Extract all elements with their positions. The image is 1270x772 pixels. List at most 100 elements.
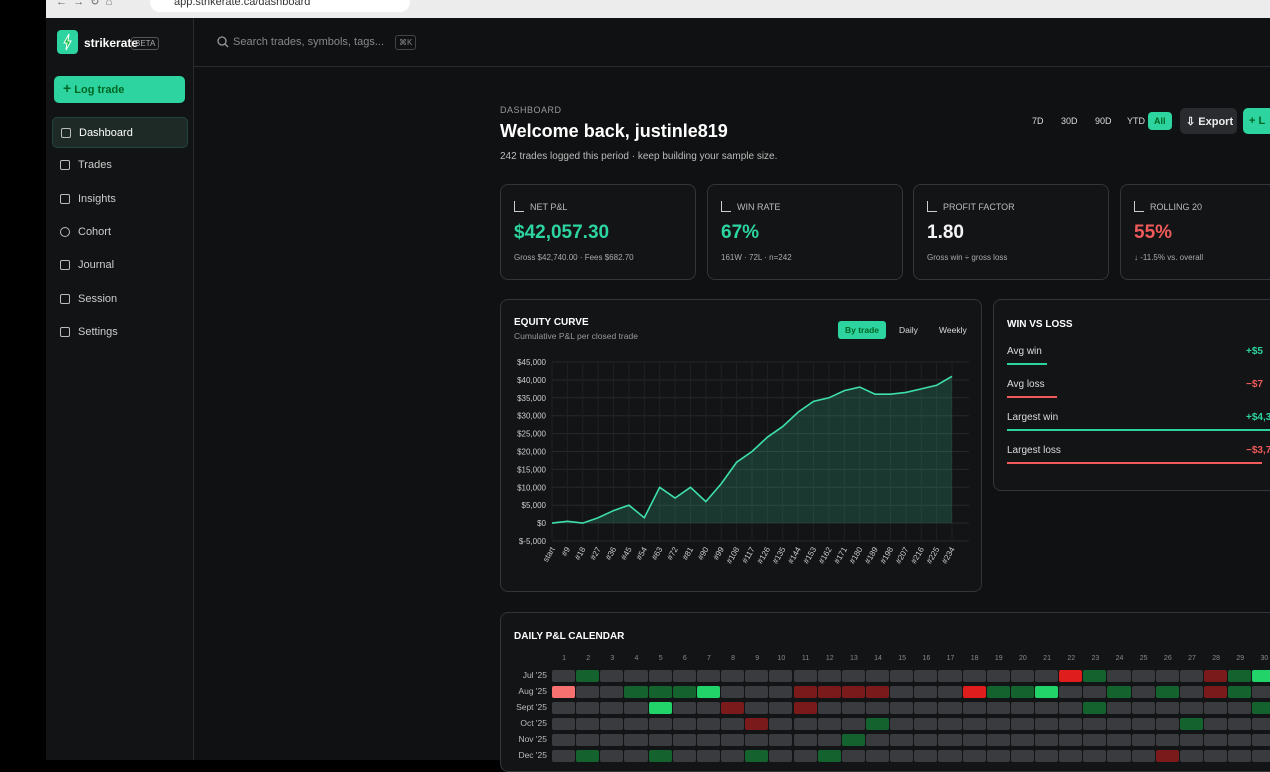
day-cell	[1131, 734, 1155, 746]
search-input[interactable]: Search trades, symbols, tags...	[233, 36, 385, 48]
day-cell	[624, 718, 648, 730]
day-cell	[1204, 670, 1228, 682]
log-trade-button[interactable]: + Log trade	[54, 76, 185, 103]
day-label: 8	[731, 655, 736, 662]
url: app.strikerate.ca/dashboard	[174, 0, 311, 8]
x-tick-label: #162	[817, 545, 834, 565]
nav-item[interactable]: Settings	[52, 317, 188, 348]
topbar-border	[194, 66, 1270, 67]
day-cell	[841, 670, 865, 682]
nav-icon	[60, 160, 70, 171]
page-subtitle: 242 trades logged this period · keep bui…	[500, 151, 778, 162]
day-cell	[672, 734, 696, 746]
y-tick-label: $10,000	[517, 483, 546, 492]
day-cell	[1010, 686, 1034, 698]
stat-value: 67%	[721, 222, 760, 243]
metric-label: Largest loss	[1007, 445, 1061, 456]
day-label: 30	[1260, 655, 1269, 662]
day-cell	[817, 686, 841, 698]
chart-subtitle: Cumulative P&L per closed trade	[514, 331, 638, 341]
month-label: Dec '25	[518, 750, 547, 760]
day-cell	[890, 686, 914, 698]
day-cell	[1107, 718, 1131, 730]
win-loss-title: WIN VS LOSS	[1007, 319, 1073, 330]
day-cell	[1035, 734, 1059, 746]
day-cell	[576, 718, 600, 730]
day-cell	[576, 702, 600, 714]
day-cell	[1035, 686, 1059, 698]
range-option[interactable]: 90D	[1095, 116, 1112, 126]
brand: strikerate	[84, 36, 139, 50]
day-cell	[1035, 750, 1059, 762]
day-cell	[841, 702, 865, 714]
stat-icon	[1134, 201, 1144, 212]
stat-label: WIN RATE	[737, 202, 781, 212]
day-label: 9	[755, 655, 760, 662]
stat-value: $42,057.30	[514, 222, 610, 243]
day-cell	[1083, 686, 1107, 698]
day-cell	[672, 702, 696, 714]
day-cell	[914, 750, 938, 762]
day-cell	[1252, 750, 1270, 762]
range-option[interactable]: All	[1148, 112, 1172, 130]
nav-item[interactable]: Session	[52, 284, 188, 315]
day-cell	[938, 686, 962, 698]
day-cell	[600, 718, 624, 730]
export-button[interactable]: ⇩ Export	[1180, 108, 1237, 134]
logo-bolt	[63, 33, 72, 51]
beta-badge: BETA	[131, 37, 160, 50]
day-label: 24	[1115, 655, 1124, 662]
nav-item[interactable]: Dashboard	[52, 117, 188, 148]
day-label: 10	[777, 655, 786, 662]
day-cell	[1155, 750, 1179, 762]
range-option[interactable]: 30D	[1061, 116, 1078, 126]
day-cell	[1059, 734, 1083, 746]
nav-arrows: ← → ↻ ⌂	[56, 0, 113, 8]
day-cell	[1059, 670, 1083, 682]
day-cell	[793, 702, 817, 714]
nav-item[interactable]: Journal	[52, 250, 188, 281]
toggle[interactable]: Daily	[899, 325, 919, 335]
y-tick-label: $5,000	[522, 501, 547, 510]
day-label: 13	[849, 655, 858, 662]
day-cell	[1035, 718, 1059, 730]
day-cell	[793, 718, 817, 730]
day-cell	[1228, 686, 1252, 698]
nav-item[interactable]: Cohort	[52, 217, 188, 248]
day-cell	[890, 750, 914, 762]
stat-card: PROFIT FACTOR 1.80 Gross win ÷ gross loss	[913, 184, 1109, 280]
day-cell	[1107, 686, 1131, 698]
day-cell	[1228, 718, 1252, 730]
y-tick-label: $25,000	[517, 430, 546, 439]
day-label: 16	[922, 655, 931, 662]
nav-icon	[61, 128, 71, 138]
day-cell	[576, 686, 600, 698]
day-cell	[769, 734, 793, 746]
nav-item[interactable]: Insights	[52, 184, 188, 215]
equity-chart: EQUITY CURVE Cumulative P&L per closed t…	[514, 317, 969, 565]
new-button[interactable]: + L	[1243, 108, 1270, 134]
day-label: 20	[1019, 655, 1027, 662]
day-cell	[986, 670, 1010, 682]
day-cell	[1155, 734, 1179, 746]
toggle[interactable]: By trade	[845, 325, 879, 335]
nav-icon	[60, 226, 70, 237]
win-loss-card: WIN VS LOSS Avg win +$5 Avg loss −$7 Largest…	[993, 299, 1270, 491]
metric-label: Avg loss	[1007, 379, 1045, 390]
toggle[interactable]: Weekly	[939, 325, 967, 335]
nav-label: Dashboard	[79, 127, 133, 139]
stat-note: Gross $42,740.00 · Fees $682.70	[514, 253, 634, 262]
metric-value: −$3,7	[1246, 445, 1270, 456]
day-cell	[1131, 750, 1155, 762]
range-option[interactable]: 7D	[1032, 116, 1044, 126]
day-cell	[648, 670, 672, 682]
y-tick-label: $0	[537, 519, 546, 528]
day-cell	[624, 670, 648, 682]
day-cell	[1252, 718, 1270, 730]
range-option[interactable]: YTD	[1127, 116, 1145, 126]
nav-item[interactable]: Trades	[52, 150, 188, 181]
day-cell	[1204, 702, 1228, 714]
metric-bar	[1007, 396, 1057, 398]
day-cell	[769, 686, 793, 698]
url-field	[150, 0, 410, 12]
